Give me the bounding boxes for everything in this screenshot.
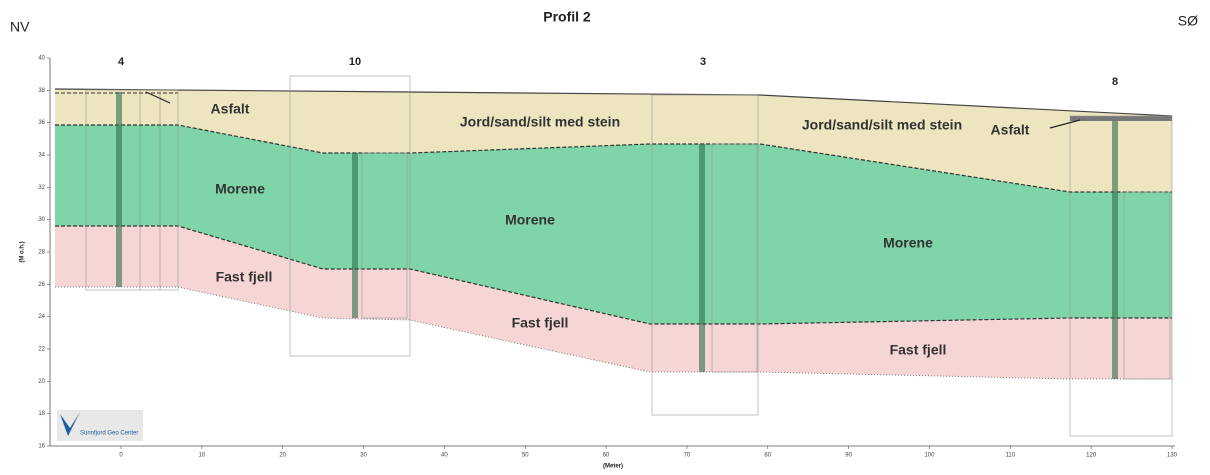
x-tick-label: 30 xyxy=(360,453,367,459)
borehole-label: 8 xyxy=(1112,76,1118,88)
profile: Profil 2 NV SØ 4 10 3 8 Asfalt Asfalt Jo… xyxy=(0,0,1210,475)
layer-label: Morene xyxy=(883,235,933,251)
y-tick-label: 24 xyxy=(38,314,45,320)
y-tick-label: 22 xyxy=(38,347,45,353)
layer-label: Asfalt xyxy=(211,101,250,117)
x-tick-label: 110 xyxy=(1006,453,1016,459)
borehole-label: 10 xyxy=(349,56,361,68)
y-tick-label: 30 xyxy=(38,217,45,223)
x-tick-label: 100 xyxy=(924,453,935,459)
x-tick-label: 40 xyxy=(441,453,448,459)
y-tick-label: 36 xyxy=(38,120,45,126)
x-tick-label: 20 xyxy=(279,453,286,459)
layer-label: Fast fjell xyxy=(216,269,273,285)
y-tick-label: 34 xyxy=(38,153,45,159)
y-tick-label: 20 xyxy=(38,379,45,385)
x-tick-label: 90 xyxy=(845,453,852,459)
x-tick-label: 130 xyxy=(1167,453,1178,459)
title: Profil 2 xyxy=(543,9,591,25)
x-tick-label: 60 xyxy=(603,453,610,459)
x-tick-label: 10 xyxy=(199,453,206,459)
layer-label: Morene xyxy=(505,212,555,228)
borehole-label: 3 xyxy=(700,56,706,68)
layer-label: Morene xyxy=(215,181,265,197)
logo-text: Sunnfjord Geo Center xyxy=(80,431,138,437)
y-tick-label: 26 xyxy=(38,282,45,288)
layer-label: Asfalt xyxy=(991,122,1030,138)
layer-label: Fast fjell xyxy=(890,342,947,358)
y-tick-label: 16 xyxy=(38,444,45,450)
direction-right: SØ xyxy=(1178,13,1198,29)
x-tick-label: 120 xyxy=(1086,453,1097,459)
direction-left: NV xyxy=(10,19,30,35)
x-tick-label: 80 xyxy=(764,453,771,459)
x-tick-label: 0 xyxy=(119,453,123,459)
y-tick-label: 32 xyxy=(38,185,45,191)
x-tick-label: 70 xyxy=(684,453,691,459)
x-axis-label: (Meter) xyxy=(603,464,623,470)
layer-asfalt xyxy=(1070,116,1172,121)
layer-label: Jord/sand/silt med stein xyxy=(460,114,620,130)
y-tick-label: 38 xyxy=(38,88,45,94)
borehole-label: 4 xyxy=(118,56,125,68)
y-tick-label: 18 xyxy=(38,411,45,417)
y-axis-label: (M o.h.) xyxy=(20,241,26,262)
layer-label: Fast fjell xyxy=(512,315,569,331)
y-tick-label: 28 xyxy=(38,250,45,256)
y-tick-label: 40 xyxy=(38,56,45,62)
x-tick-label: 50 xyxy=(522,453,529,459)
layer-label: Jord/sand/silt med stein xyxy=(802,117,962,133)
